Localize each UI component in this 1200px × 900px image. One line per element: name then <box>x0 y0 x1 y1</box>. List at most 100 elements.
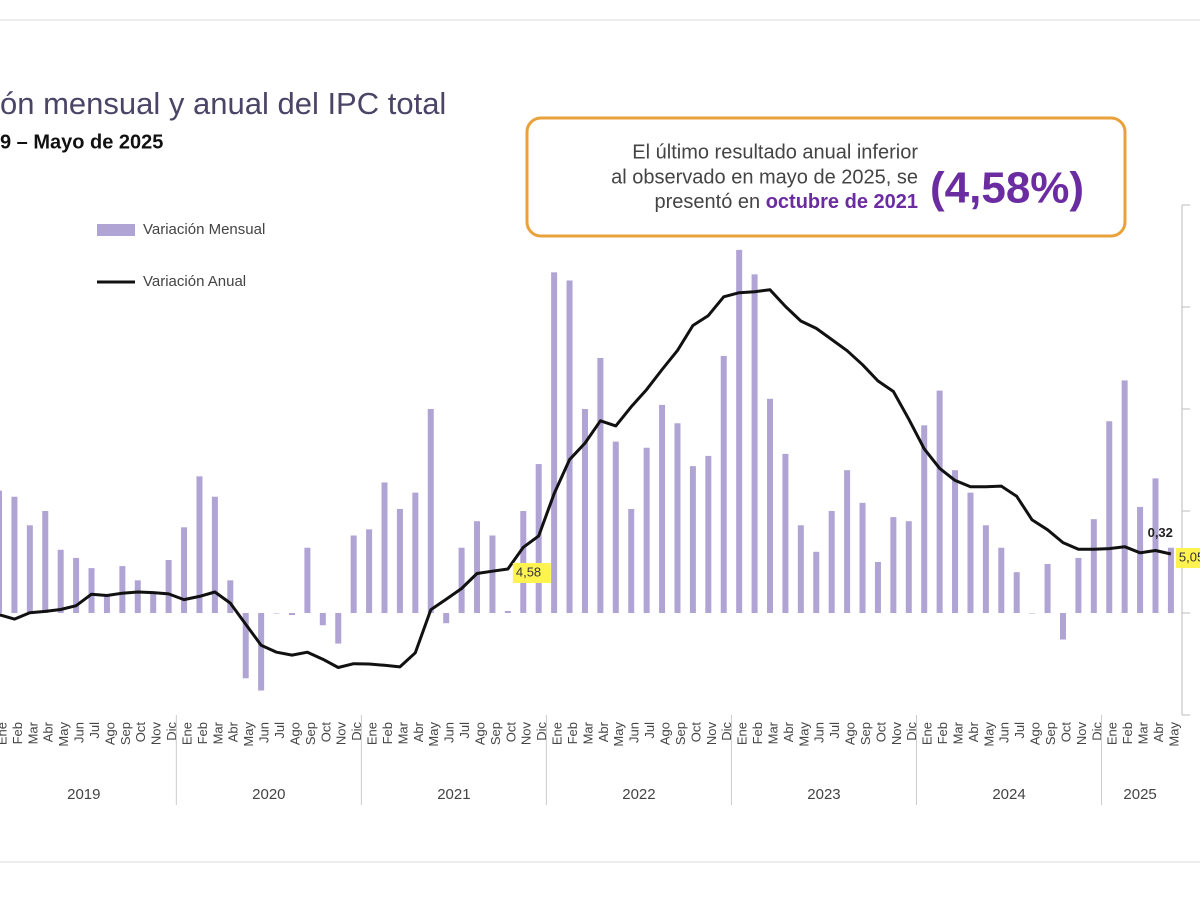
x-tick-label: Ene <box>0 722 9 745</box>
x-tick-label: Mar <box>950 721 965 744</box>
bar <box>767 398 773 613</box>
x-tick-label: Abr <box>1151 721 1166 742</box>
callout-box <box>525 116 1127 238</box>
x-tick-label: Mar <box>395 721 410 744</box>
x-tick-label: Nov <box>704 722 719 746</box>
bar <box>288 613 295 616</box>
x-tick-label: Jun <box>627 722 642 743</box>
x-tick-label: May <box>611 722 626 747</box>
bar <box>181 527 188 613</box>
x-tick-label: Oct <box>1058 722 1073 743</box>
x-tick-label: Jul <box>272 722 287 739</box>
bar <box>998 547 1005 613</box>
x-tick-label: Dic <box>164 722 179 741</box>
bar <box>674 423 681 613</box>
bar <box>628 508 635 613</box>
x-tick-label: May <box>981 722 996 747</box>
bar <box>119 566 126 613</box>
x-tick-label: Abr <box>226 721 241 742</box>
bar <box>11 496 18 613</box>
x-tick-label: Nov <box>149 722 164 746</box>
bar <box>736 249 743 613</box>
x-tick-label: Dic <box>904 722 919 741</box>
year-label: 2024 <box>992 786 1025 803</box>
year-label: 2022 <box>622 786 655 803</box>
x-tick-label: Feb <box>935 722 950 744</box>
bar <box>489 535 496 613</box>
value-label: 5,05 <box>1179 549 1200 564</box>
x-tick-label: Ene <box>735 722 750 745</box>
x-tick-label: Nov <box>889 722 904 746</box>
bar <box>1121 380 1128 613</box>
bar <box>26 525 33 613</box>
callout-emphasis: octubre de 2021 <box>766 191 918 213</box>
callout-line: presentó en octubre de 2021 <box>655 191 919 213</box>
bar <box>165 559 172 613</box>
x-tick-label: Dic <box>1089 722 1104 741</box>
x-tick-label: Dic <box>349 722 364 741</box>
bar <box>381 482 388 613</box>
x-tick-label: Sep <box>1043 722 1058 745</box>
bar <box>427 409 434 613</box>
value-label: 4,58 <box>516 564 541 579</box>
bar <box>782 453 789 613</box>
x-tick-label: Jul <box>827 722 842 739</box>
chart-title: ón mensual y anual del IPC total <box>0 86 446 121</box>
bar <box>319 613 326 626</box>
bar <box>659 404 666 613</box>
value-label-bg <box>512 563 551 584</box>
x-tick-label: Feb <box>750 722 765 744</box>
bar <box>612 441 619 613</box>
x-tick-label: Feb <box>10 722 25 744</box>
bar <box>242 613 249 679</box>
x-tick-label: Mar <box>1136 721 1151 744</box>
x-tick-label: Oct <box>503 722 518 743</box>
x-tick-label: May <box>1166 722 1181 747</box>
bar <box>504 610 511 613</box>
bar <box>751 274 758 613</box>
x-tick-label: Feb <box>565 722 580 744</box>
bar <box>42 511 49 613</box>
bar <box>921 425 928 613</box>
callout-value: (4,58%) <box>930 164 1084 213</box>
bar <box>335 613 342 644</box>
bar <box>273 613 280 614</box>
x-tick-label: Mar <box>210 721 225 744</box>
bar <box>982 525 989 613</box>
bar <box>874 562 881 613</box>
line <box>0 288 1172 669</box>
bar <box>412 492 419 613</box>
bar <box>474 521 481 613</box>
legend-label: Variación Mensual <box>143 221 265 238</box>
bar <box>551 272 558 613</box>
x-tick-label: Feb <box>380 722 395 744</box>
bar <box>103 594 110 613</box>
bar <box>350 535 357 613</box>
x-tick-label: Jun <box>442 722 457 743</box>
x-tick-label: Ago <box>1028 722 1043 745</box>
bar <box>1044 564 1051 613</box>
bar <box>304 547 311 613</box>
year-label: 2025 <box>1123 786 1156 803</box>
x-tick-label: Ago <box>657 722 672 745</box>
x-tick-label: Sep <box>488 722 503 745</box>
x-tick-label: Oct <box>318 722 333 743</box>
x-tick-label: Mar <box>765 721 780 744</box>
year-label: 2021 <box>437 786 470 803</box>
bar <box>581 409 588 613</box>
bar <box>396 508 403 613</box>
year-label: 2019 <box>67 786 100 803</box>
bar <box>57 549 64 613</box>
bar <box>643 447 650 613</box>
bar <box>520 511 527 613</box>
bar <box>952 470 959 613</box>
x-tick-label: Sep <box>858 722 873 745</box>
bar <box>1167 547 1174 613</box>
x-tick-label: Sep <box>303 722 318 745</box>
x-tick-label: Mar <box>580 721 595 744</box>
x-tick-label: May <box>241 722 256 747</box>
x-tick-label: Sep <box>118 722 133 745</box>
bar <box>844 470 851 613</box>
x-tick-label: Oct <box>873 722 888 743</box>
bar <box>689 466 696 613</box>
